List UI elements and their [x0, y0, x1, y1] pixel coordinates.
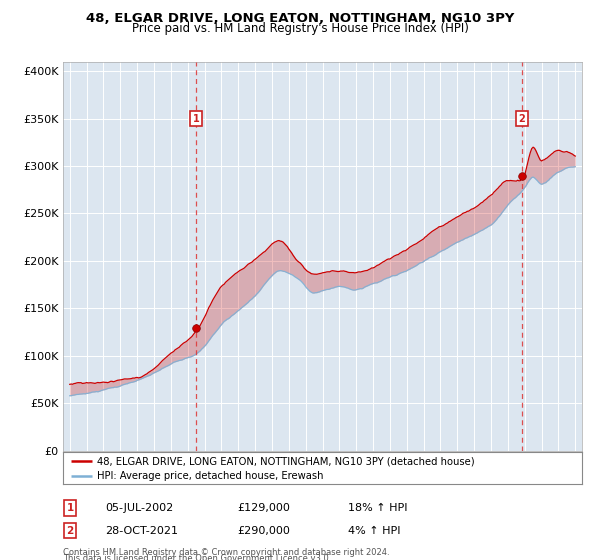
Text: 48, ELGAR DRIVE, LONG EATON, NOTTINGHAM, NG10 3PY (detached house): 48, ELGAR DRIVE, LONG EATON, NOTTINGHAM,…: [97, 456, 475, 466]
Text: 28-OCT-2021: 28-OCT-2021: [105, 526, 178, 536]
Text: 4% ↑ HPI: 4% ↑ HPI: [348, 526, 401, 536]
Text: 2: 2: [67, 526, 74, 536]
Text: 05-JUL-2002: 05-JUL-2002: [105, 503, 173, 513]
Text: 18% ↑ HPI: 18% ↑ HPI: [348, 503, 407, 513]
Text: £129,000: £129,000: [237, 503, 290, 513]
Text: 48, ELGAR DRIVE, LONG EATON, NOTTINGHAM, NG10 3PY: 48, ELGAR DRIVE, LONG EATON, NOTTINGHAM,…: [86, 12, 514, 25]
Text: Price paid vs. HM Land Registry's House Price Index (HPI): Price paid vs. HM Land Registry's House …: [131, 22, 469, 35]
Text: 1: 1: [193, 114, 199, 124]
Text: 1: 1: [67, 503, 74, 513]
Text: Contains HM Land Registry data © Crown copyright and database right 2024.: Contains HM Land Registry data © Crown c…: [63, 548, 389, 557]
Text: 2: 2: [518, 114, 525, 124]
Text: £290,000: £290,000: [237, 526, 290, 536]
Text: HPI: Average price, detached house, Erewash: HPI: Average price, detached house, Erew…: [97, 472, 323, 481]
Text: This data is licensed under the Open Government Licence v3.0.: This data is licensed under the Open Gov…: [63, 554, 331, 560]
